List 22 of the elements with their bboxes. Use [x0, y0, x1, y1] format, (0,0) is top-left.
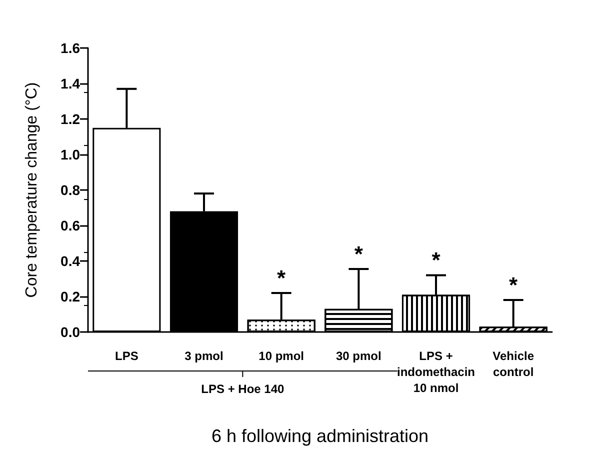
- y-tick-label: 0.6: [60, 218, 80, 234]
- x-tick-label: 10 pmol: [258, 349, 304, 363]
- text: LPS + Hoe 140: [201, 382, 285, 396]
- annotation: *: [354, 241, 364, 266]
- annotation: *: [277, 265, 286, 290]
- annotation: *: [509, 272, 518, 298]
- x-tick-label: 3 pmol: [184, 349, 224, 363]
- x-tick-label: 30 pmol: [336, 349, 382, 363]
- y-tick-label: 0.0: [60, 324, 80, 340]
- y-tick-label: 1.4: [60, 76, 80, 92]
- x-tick-label: LPS: [114, 349, 138, 363]
- y-tick-label: 1.2: [60, 111, 80, 127]
- y-tick-label: 1.6: [60, 40, 80, 56]
- y-tick-label: 0.8: [60, 182, 80, 198]
- y-tick-label: 1.0: [60, 146, 80, 162]
- y-tick-label: 0.2: [60, 288, 80, 304]
- x-axis-title: 6 h following administration: [211, 426, 429, 446]
- annotation: *: [432, 248, 441, 273]
- x-tick-label: LPS + indomethacin 10 nmol: [396, 349, 476, 395]
- y-tick-label: 0.4: [60, 253, 80, 269]
- y-axis-title: Core temperature change (°C): [24, 82, 40, 298]
- x-tick-label: Vehicle control: [492, 349, 534, 379]
